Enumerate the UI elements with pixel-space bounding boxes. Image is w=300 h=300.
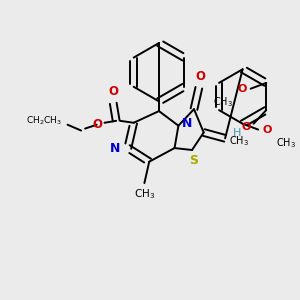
Text: CH$_3$: CH$_3$: [134, 187, 155, 201]
Text: CH$_3$: CH$_3$: [229, 134, 249, 148]
Text: O: O: [262, 124, 272, 135]
Text: O: O: [241, 122, 251, 132]
Text: CH$_2$CH$_3$: CH$_2$CH$_3$: [26, 115, 62, 127]
Text: O: O: [108, 85, 118, 98]
Text: S: S: [190, 154, 199, 167]
Text: CH$_3$: CH$_3$: [276, 136, 296, 150]
Text: N: N: [110, 142, 120, 154]
Text: O: O: [93, 118, 103, 131]
Text: O: O: [196, 70, 206, 83]
Text: CH$_3$: CH$_3$: [213, 95, 233, 109]
Text: O: O: [237, 84, 247, 94]
Text: N: N: [182, 117, 193, 130]
Text: H: H: [233, 128, 241, 139]
